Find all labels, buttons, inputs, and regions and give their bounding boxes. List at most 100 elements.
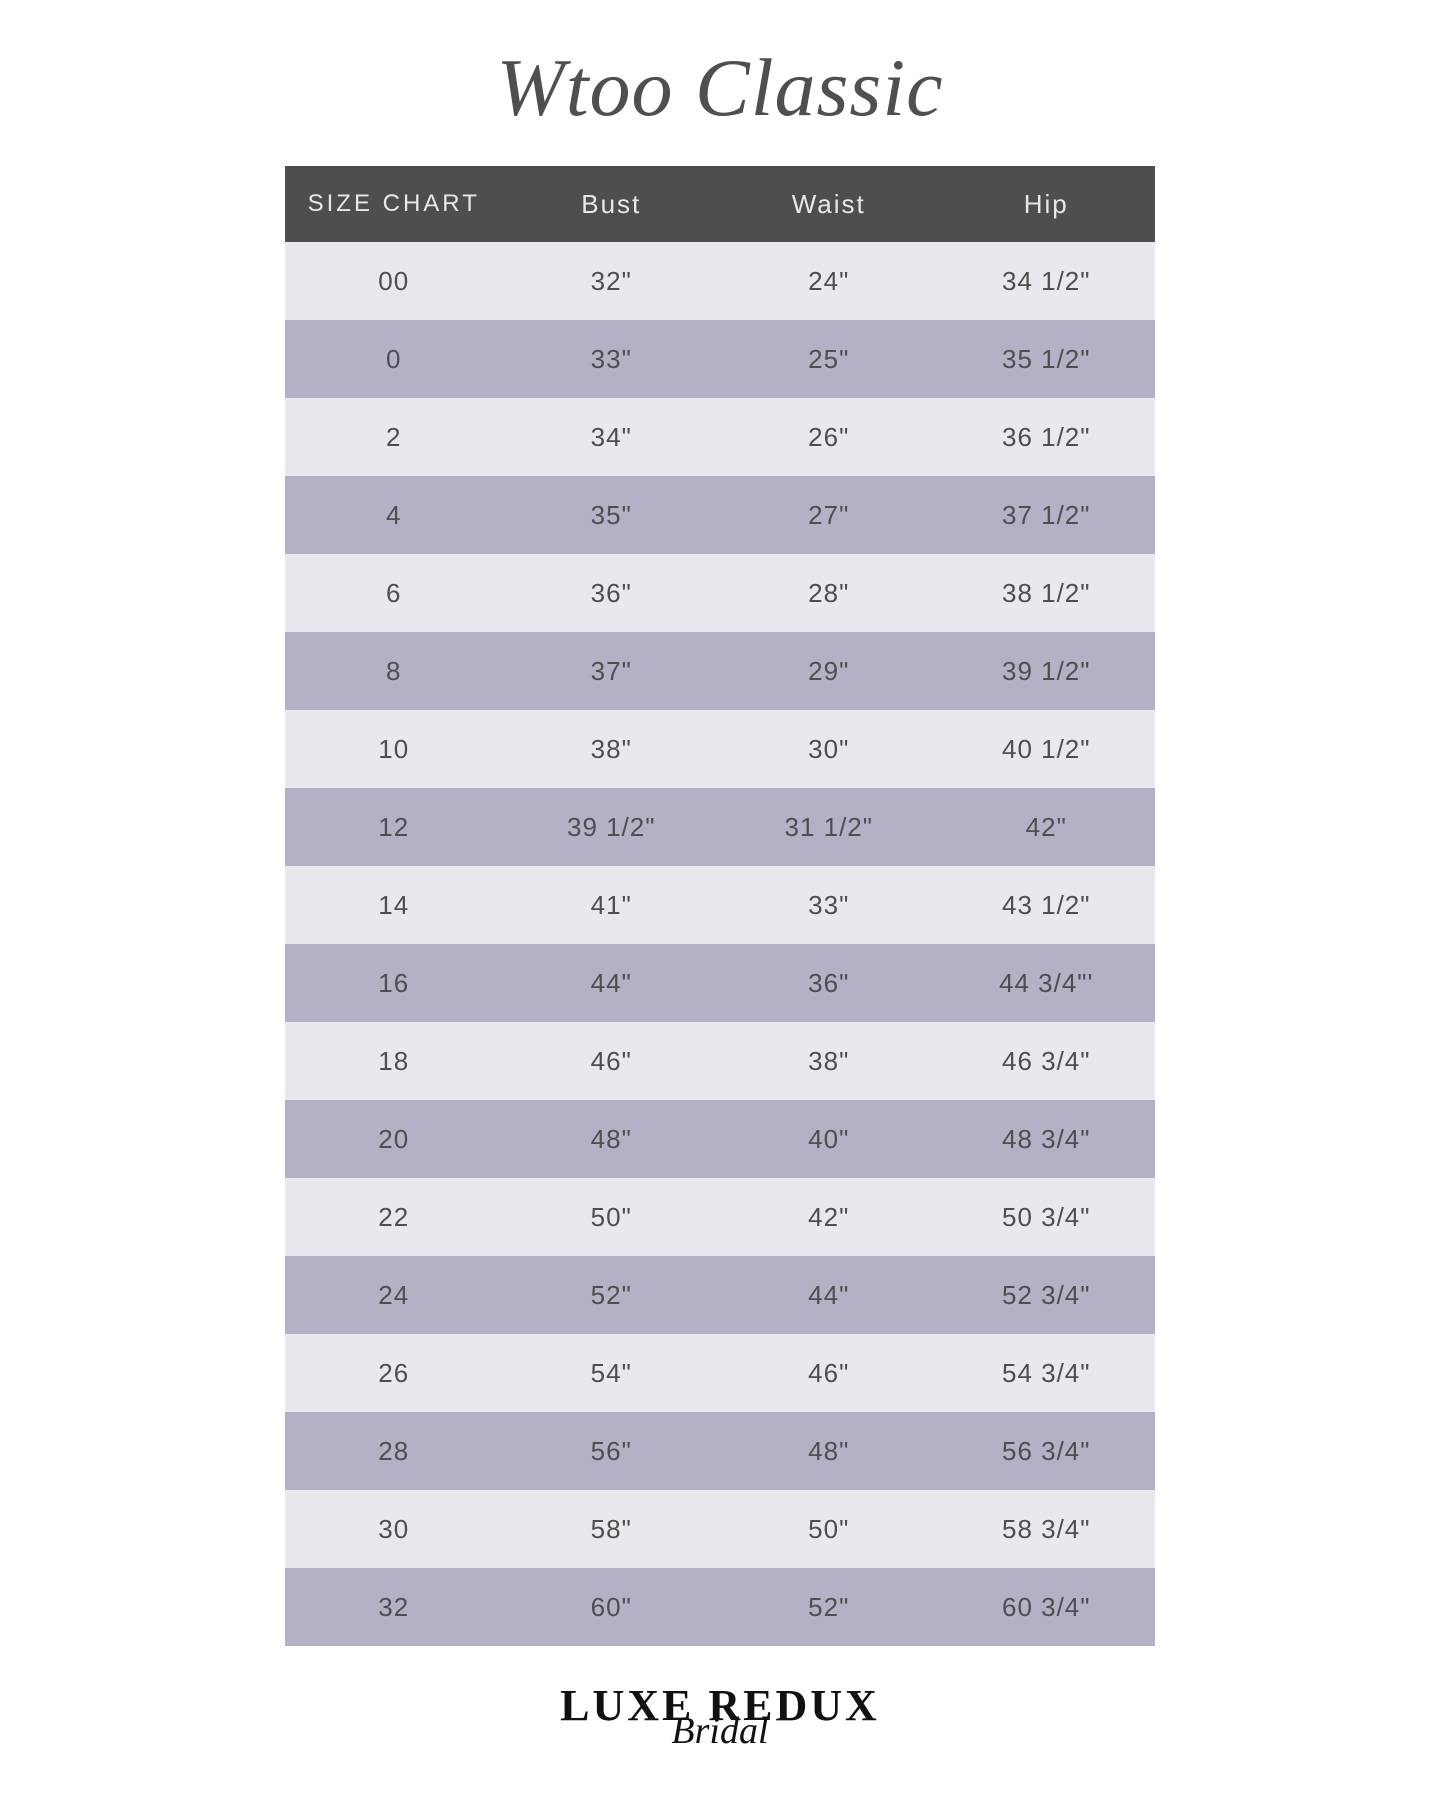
cell-bust: 37" bbox=[503, 632, 721, 710]
cell-bust: 34" bbox=[503, 398, 721, 476]
cell-waist: 38" bbox=[720, 1022, 938, 1100]
cell-hip: 46 3/4" bbox=[938, 1022, 1156, 1100]
cell-waist: 30" bbox=[720, 710, 938, 788]
cell-bust: 50" bbox=[503, 1178, 721, 1256]
table-row: 2654"46"54 3/4" bbox=[285, 1334, 1155, 1412]
cell-size: 8 bbox=[285, 632, 503, 710]
cell-size: 18 bbox=[285, 1022, 503, 1100]
cell-bust: 60" bbox=[503, 1568, 721, 1646]
cell-hip: 58 3/4" bbox=[938, 1490, 1156, 1568]
cell-hip: 38 1/2" bbox=[938, 554, 1156, 632]
cell-hip: 50 3/4" bbox=[938, 1178, 1156, 1256]
table-row: 0032"24"34 1/2" bbox=[285, 242, 1155, 320]
table-row: 234"26"36 1/2" bbox=[285, 398, 1155, 476]
cell-hip: 36 1/2" bbox=[938, 398, 1156, 476]
cell-bust: 46" bbox=[503, 1022, 721, 1100]
table-row: 2452"44"52 3/4" bbox=[285, 1256, 1155, 1334]
table-row: 1846"38"46 3/4" bbox=[285, 1022, 1155, 1100]
page-title: Wtoo Classic bbox=[496, 28, 943, 148]
cell-size: 2 bbox=[285, 398, 503, 476]
table-row: 1644"36"44 3/4"' bbox=[285, 944, 1155, 1022]
cell-waist: 40" bbox=[720, 1100, 938, 1178]
cell-waist: 27" bbox=[720, 476, 938, 554]
cell-bust: 58" bbox=[503, 1490, 721, 1568]
cell-hip: 34 1/2" bbox=[938, 242, 1156, 320]
cell-waist: 24" bbox=[720, 242, 938, 320]
cell-size: 10 bbox=[285, 710, 503, 788]
cell-bust: 48" bbox=[503, 1100, 721, 1178]
cell-waist: 29" bbox=[720, 632, 938, 710]
cell-size: 4 bbox=[285, 476, 503, 554]
cell-size: 00 bbox=[285, 242, 503, 320]
cell-bust: 39 1/2" bbox=[503, 788, 721, 866]
cell-size: 32 bbox=[285, 1568, 503, 1646]
cell-bust: 52" bbox=[503, 1256, 721, 1334]
cell-size: 6 bbox=[285, 554, 503, 632]
table-row: 3260"52"60 3/4" bbox=[285, 1568, 1155, 1646]
cell-waist: 44" bbox=[720, 1256, 938, 1334]
cell-hip: 40 1/2" bbox=[938, 710, 1156, 788]
cell-hip: 48 3/4" bbox=[938, 1100, 1156, 1178]
cell-waist: 25" bbox=[720, 320, 938, 398]
cell-hip: 35 1/2" bbox=[938, 320, 1156, 398]
page: Wtoo Classic SIZE CHART Bust Waist Hip 0… bbox=[0, 0, 1440, 1800]
cell-size: 20 bbox=[285, 1100, 503, 1178]
cell-hip: 60 3/4" bbox=[938, 1568, 1156, 1646]
cell-waist: 50" bbox=[720, 1490, 938, 1568]
cell-size: 14 bbox=[285, 866, 503, 944]
footer-logo: LUXE REDUX Bridal bbox=[560, 1684, 880, 1750]
table-row: 1038"30"40 1/2" bbox=[285, 710, 1155, 788]
table-row: 2048"40"48 3/4" bbox=[285, 1100, 1155, 1178]
cell-size: 12 bbox=[285, 788, 503, 866]
size-chart-table: SIZE CHART Bust Waist Hip 0032"24"34 1/2… bbox=[285, 166, 1155, 1646]
column-header-hip: Hip bbox=[938, 166, 1156, 242]
table-row: 1441"33"43 1/2" bbox=[285, 866, 1155, 944]
table-body: 0032"24"34 1/2" 033"25"35 1/2" 234"26"36… bbox=[285, 242, 1155, 1646]
cell-hip: 39 1/2" bbox=[938, 632, 1156, 710]
cell-bust: 41" bbox=[503, 866, 721, 944]
cell-bust: 33" bbox=[503, 320, 721, 398]
table-row: 3058"50"58 3/4" bbox=[285, 1490, 1155, 1568]
table-row: 435"27"37 1/2" bbox=[285, 476, 1155, 554]
cell-waist: 36" bbox=[720, 944, 938, 1022]
cell-waist: 31 1/2" bbox=[720, 788, 938, 866]
table-row: 837"29"39 1/2" bbox=[285, 632, 1155, 710]
table-row: 636"28"38 1/2" bbox=[285, 554, 1155, 632]
cell-size: 26 bbox=[285, 1334, 503, 1412]
cell-waist: 33" bbox=[720, 866, 938, 944]
cell-bust: 35" bbox=[503, 476, 721, 554]
cell-bust: 56" bbox=[503, 1412, 721, 1490]
cell-hip: 44 3/4"' bbox=[938, 944, 1156, 1022]
brand-sub: Bridal bbox=[671, 1712, 768, 1750]
cell-hip: 52 3/4" bbox=[938, 1256, 1156, 1334]
cell-waist: 26" bbox=[720, 398, 938, 476]
cell-bust: 32" bbox=[503, 242, 721, 320]
cell-hip: 54 3/4" bbox=[938, 1334, 1156, 1412]
column-header-waist: Waist bbox=[720, 166, 938, 242]
cell-hip: 56 3/4" bbox=[938, 1412, 1156, 1490]
table-row: 1239 1/2"31 1/2"42" bbox=[285, 788, 1155, 866]
cell-size: 24 bbox=[285, 1256, 503, 1334]
cell-size: 30 bbox=[285, 1490, 503, 1568]
cell-waist: 42" bbox=[720, 1178, 938, 1256]
cell-hip: 43 1/2" bbox=[938, 866, 1156, 944]
cell-waist: 52" bbox=[720, 1568, 938, 1646]
cell-waist: 48" bbox=[720, 1412, 938, 1490]
cell-bust: 36" bbox=[503, 554, 721, 632]
cell-hip: 42" bbox=[938, 788, 1156, 866]
cell-size: 0 bbox=[285, 320, 503, 398]
cell-size: 28 bbox=[285, 1412, 503, 1490]
cell-size: 16 bbox=[285, 944, 503, 1022]
table-row: 2250"42"50 3/4" bbox=[285, 1178, 1155, 1256]
column-header-bust: Bust bbox=[503, 166, 721, 242]
table-row: 033"25"35 1/2" bbox=[285, 320, 1155, 398]
column-header-size: SIZE CHART bbox=[285, 166, 503, 242]
cell-bust: 38" bbox=[503, 710, 721, 788]
table-header-row: SIZE CHART Bust Waist Hip bbox=[285, 166, 1155, 242]
cell-hip: 37 1/2" bbox=[938, 476, 1156, 554]
table-row: 2856"48"56 3/4" bbox=[285, 1412, 1155, 1490]
cell-size: 22 bbox=[285, 1178, 503, 1256]
cell-waist: 46" bbox=[720, 1334, 938, 1412]
cell-waist: 28" bbox=[720, 554, 938, 632]
cell-bust: 54" bbox=[503, 1334, 721, 1412]
